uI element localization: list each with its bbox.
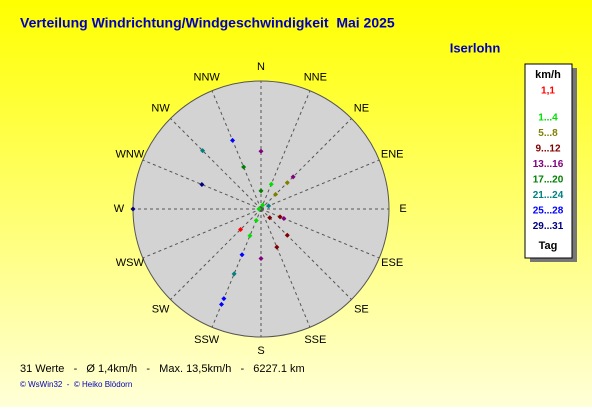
data-point [274,244,280,250]
direction-label: W [114,203,125,215]
direction-label: NNE [304,72,327,84]
direction-label: WSW [116,257,145,269]
direction-label: SSE [304,334,326,346]
legend-label: 17...20 [533,175,564,186]
data-point [239,252,245,258]
data-point [258,256,264,262]
data-point [221,296,227,302]
direction-label: SSW [194,334,220,346]
chart-title: Verteilung Windrichtung/Windgeschwindigk… [20,15,395,31]
direction-label: NE [354,102,369,114]
data-point [260,202,266,208]
data-point [266,203,272,209]
direction-label: NNW [194,72,221,84]
data-point [258,148,264,154]
data-point [200,148,206,154]
legend-label: 21...24 [533,190,564,201]
data-point [231,271,237,277]
direction-label: WNW [115,149,144,161]
data-point [281,215,287,221]
direction-label: E [399,203,406,215]
direction-label: SW [152,303,170,315]
data-point [130,206,136,212]
direction-label: NW [151,102,170,114]
legend-label: 1,1 [541,86,555,97]
direction-label: N [257,61,265,73]
data-point [199,182,205,188]
data-point [247,233,253,239]
direction-label: ESE [381,257,403,269]
legend-title: km/h [535,69,561,81]
data-point [256,206,262,212]
legend-label: 13...16 [533,159,564,170]
data-point [253,217,259,223]
data-point [273,191,279,197]
summary: 31 Werte - Ø 1,4km/h - Max. 13,5km/h - 6… [20,363,305,375]
data-point [268,181,274,187]
data-point [241,164,247,170]
direction-label: SE [354,303,369,315]
data-point [238,226,244,232]
data-point [230,137,236,143]
data-point [267,215,273,221]
data-point [258,188,264,194]
location: Iserlohn [450,40,501,55]
data-point [218,301,224,307]
legend-box [524,63,573,259]
data-point [290,174,296,180]
data-point [277,214,283,220]
data-point [284,180,290,186]
legend-label: 5...8 [538,128,558,139]
legend-footer: Tag [539,240,558,252]
legend-label: 9...12 [535,144,560,155]
legend-label: 25...28 [533,206,564,217]
legend-label: 1...4 [538,113,558,124]
credit: © WsWin32 - © Heiko Blödorn [20,380,132,389]
legend-label: 29...31 [533,221,564,232]
direction-label: S [257,345,264,357]
data-point [284,232,290,238]
direction-label: ENE [381,149,404,161]
